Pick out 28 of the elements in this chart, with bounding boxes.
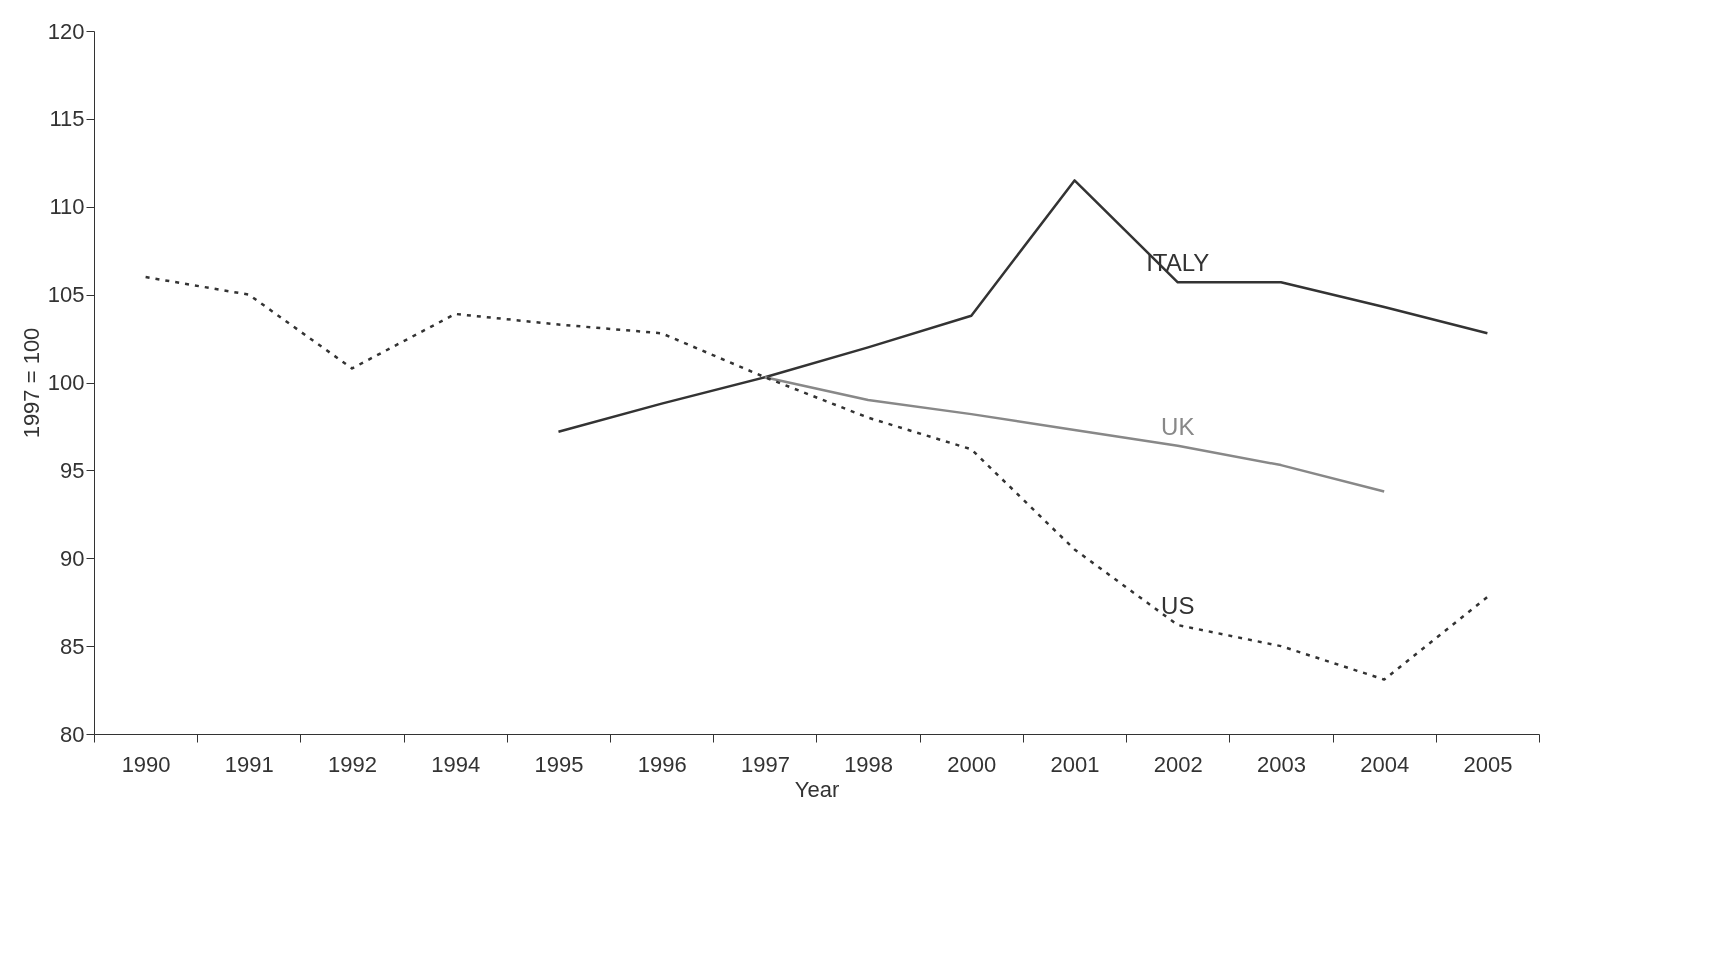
x-tick-label: 2005 <box>1463 751 1513 777</box>
x-tick-label: 2003 <box>1256 751 1306 777</box>
x-tick-label: 1991 <box>224 751 274 777</box>
y-tick-label: 115 <box>49 106 85 132</box>
y-tick-label: 95 <box>60 457 85 483</box>
y-tick-label: 120 <box>47 18 85 44</box>
y-tick-label: 85 <box>60 633 85 659</box>
x-tick-label: 1992 <box>328 751 378 777</box>
y-tick-label: 90 <box>60 545 85 571</box>
x-tick-label: 1998 <box>844 751 894 777</box>
x-tick-label: 1990 <box>121 751 171 777</box>
series-label: UK <box>1161 412 1195 440</box>
line-series <box>763 375 1386 493</box>
series-label: US <box>1161 592 1195 620</box>
x-tick-label: 2000 <box>947 751 997 777</box>
x-tick-label: 2004 <box>1360 751 1410 777</box>
y-tick-label: 110 <box>49 194 85 220</box>
x-tick-label: 2001 <box>1050 751 1100 777</box>
x-axis-title: Year <box>794 776 840 802</box>
y-axis-title: 1997 = 100 <box>18 327 44 439</box>
y-tick-label: 105 <box>47 282 85 308</box>
x-tick-label: 1995 <box>534 751 584 777</box>
x-tick-label: 2002 <box>1153 751 1203 777</box>
x-tick-label: 1996 <box>637 751 687 777</box>
x-tick-label: 1997 <box>740 751 790 777</box>
x-tick-label: 1994 <box>431 751 481 777</box>
y-tick-label: 80 <box>60 721 85 747</box>
y-tick-label: 100 <box>47 370 85 395</box>
